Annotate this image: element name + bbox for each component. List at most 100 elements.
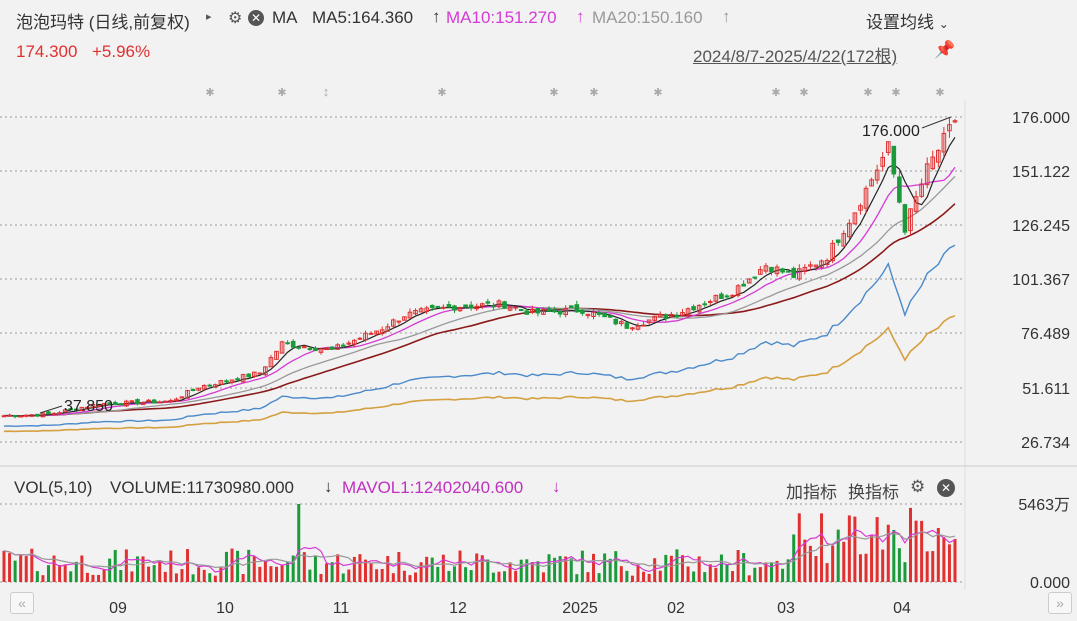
candle-body xyxy=(112,401,118,406)
candle-body xyxy=(135,399,140,405)
candle-body xyxy=(763,265,769,272)
volume-bar xyxy=(786,559,790,582)
close-icon[interactable]: ✕ xyxy=(248,10,264,26)
volume-bar xyxy=(330,562,334,582)
volume-bar xyxy=(130,571,134,582)
candle-body xyxy=(808,264,813,267)
candle-body xyxy=(285,342,290,345)
volume-bar xyxy=(875,517,879,582)
ma10-up-arrow-icon: ↑ xyxy=(576,7,585,26)
candle-body xyxy=(240,374,246,383)
volume-bar xyxy=(24,556,28,582)
volume-bar xyxy=(897,548,901,582)
candle-body xyxy=(819,260,824,268)
volume-bar xyxy=(758,567,762,582)
expand-arrow-icon[interactable]: ▸ xyxy=(206,11,212,23)
scroll-right-button[interactable]: » xyxy=(1048,592,1072,614)
add-indicator-button[interactable]: 加指标 xyxy=(786,483,837,502)
event-marker-icon: ✱ xyxy=(653,87,662,99)
candle-body xyxy=(174,398,179,402)
indicator-gear-icon[interactable]: ⚙ xyxy=(910,477,926,496)
y-tick-label: 101.367 xyxy=(1012,272,1070,289)
event-marker-icon: ✱ xyxy=(589,87,598,99)
stock-name[interactable]: 泡泡玛特 (日线,前复权) xyxy=(16,13,190,32)
period-label: (日线,前复权) xyxy=(88,13,190,32)
high-annotation: 176.000 xyxy=(862,123,920,140)
candle-body xyxy=(68,408,74,411)
candle-body xyxy=(574,304,580,313)
volume-bar xyxy=(614,551,618,582)
volume-bar xyxy=(197,567,201,582)
x-tick-label: 2025 xyxy=(562,600,598,617)
event-marker-icon: ✱ xyxy=(771,87,780,99)
volume-bar xyxy=(80,555,84,582)
volume-bar xyxy=(2,550,6,582)
volume-bar xyxy=(313,555,317,582)
gear-icon[interactable]: ⚙ xyxy=(228,10,243,27)
candle-body xyxy=(418,308,424,313)
volume-bar xyxy=(158,561,162,582)
candle-body xyxy=(646,319,652,324)
candle-body xyxy=(947,124,952,132)
candle-body xyxy=(491,305,496,308)
volume-bar xyxy=(525,559,529,582)
candle-body xyxy=(157,401,163,404)
x-tick-label: 12 xyxy=(449,600,467,617)
settings-ma-button[interactable]: 设置均线 ⌄ xyxy=(866,13,949,32)
candle-body xyxy=(118,403,124,406)
volume-bar xyxy=(947,544,951,582)
candle-body xyxy=(735,285,741,296)
volume-bar xyxy=(475,553,479,582)
candle-body xyxy=(513,306,518,309)
volume-bar xyxy=(881,549,885,582)
volume-bar xyxy=(647,573,651,582)
candle-body xyxy=(201,384,207,390)
volume-bar xyxy=(742,553,746,582)
scroll-left-button[interactable]: « xyxy=(10,592,34,614)
mavol10-line xyxy=(3,530,956,569)
candle-body xyxy=(452,305,457,311)
candle-body xyxy=(224,380,229,383)
candle-body xyxy=(379,329,385,335)
indicator-close-icon[interactable]: ✕ xyxy=(937,479,955,497)
event-marker-icon: ✱ xyxy=(799,87,808,99)
candle-body xyxy=(340,344,346,347)
mavol5-line xyxy=(3,529,956,573)
candle-body xyxy=(591,311,596,317)
candle-body xyxy=(385,326,391,332)
volume-bar xyxy=(241,574,245,582)
candle-body xyxy=(813,264,819,268)
pin-icon[interactable]: 📌 xyxy=(934,40,956,59)
candle-body xyxy=(936,149,941,163)
volume-bar xyxy=(536,561,540,582)
candle-body xyxy=(229,379,235,383)
volume-bar xyxy=(642,571,646,582)
volume-bar xyxy=(258,566,262,582)
switch-indicator-button[interactable]: 换指标 xyxy=(848,483,899,502)
volume-bar xyxy=(486,559,490,582)
event-updown-icon: ↕ xyxy=(323,84,330,99)
y-tick-label: 151.122 xyxy=(1012,164,1070,181)
volume-bar xyxy=(369,563,373,582)
candle-body xyxy=(802,266,808,272)
candle-body xyxy=(396,320,402,323)
low-pointer xyxy=(39,405,63,414)
volume-bar xyxy=(464,567,468,582)
candle-body xyxy=(124,400,129,407)
candle-body xyxy=(463,304,468,308)
volume-bar xyxy=(497,571,501,582)
candle-body xyxy=(190,389,196,392)
y-tick-label: 126.245 xyxy=(1012,218,1070,235)
candle-body xyxy=(29,414,35,417)
candle-body xyxy=(563,308,569,316)
candle-body xyxy=(46,411,51,415)
volume-bar xyxy=(847,515,851,582)
volume-bar xyxy=(903,562,907,582)
volume-bar xyxy=(352,556,356,582)
volume-bar xyxy=(592,553,596,582)
ma5-line xyxy=(3,136,956,417)
date-range[interactable]: 2024/8/7-2025/4/22(172根) xyxy=(693,47,898,66)
volume-down-arrow-icon: ↓ xyxy=(324,477,333,496)
y-tick-label: 176.000 xyxy=(1012,110,1070,127)
